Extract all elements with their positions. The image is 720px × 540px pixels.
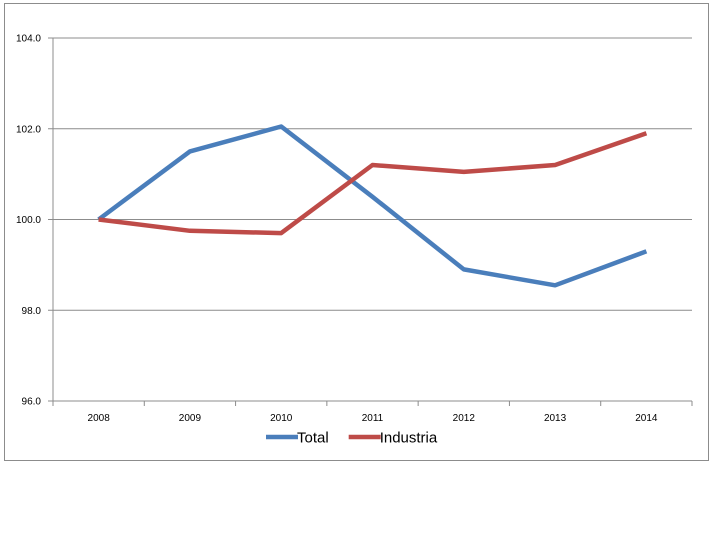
- x-tick-label: 2013: [544, 413, 567, 424]
- x-tick-label: 2010: [270, 413, 293, 424]
- y-tick-label: 100.0: [16, 215, 41, 226]
- legend-label-total: Total: [297, 430, 329, 447]
- chart-frame: [4, 3, 709, 461]
- x-tick-labels: 2008 2009 2010 2011 2012 2013 2014: [88, 413, 658, 424]
- y-tick-label: 104.0: [16, 34, 41, 45]
- x-tick-label: 2009: [179, 413, 202, 424]
- y-tick-labels: 96.0 98.0 100.0 102.0 104.0: [16, 34, 41, 408]
- x-tick-label: 2014: [635, 413, 658, 424]
- x-tick-label: 2011: [362, 413, 384, 424]
- y-tick-label: 102.0: [16, 124, 41, 135]
- x-tick-label: 2012: [453, 413, 476, 424]
- axes: [48, 37, 693, 406]
- series-lines: [97, 124, 648, 288]
- gridlines: [53, 37, 692, 311]
- y-tick-label: 96.0: [22, 397, 42, 408]
- legend: Total Industria: [266, 430, 438, 447]
- legend-label-industria: Industria: [380, 430, 438, 447]
- series-line-total: [97, 124, 648, 288]
- y-tick-label: 98.0: [22, 306, 42, 317]
- series-line-industria: [98, 131, 648, 236]
- x-tick-label: 2008: [88, 413, 111, 424]
